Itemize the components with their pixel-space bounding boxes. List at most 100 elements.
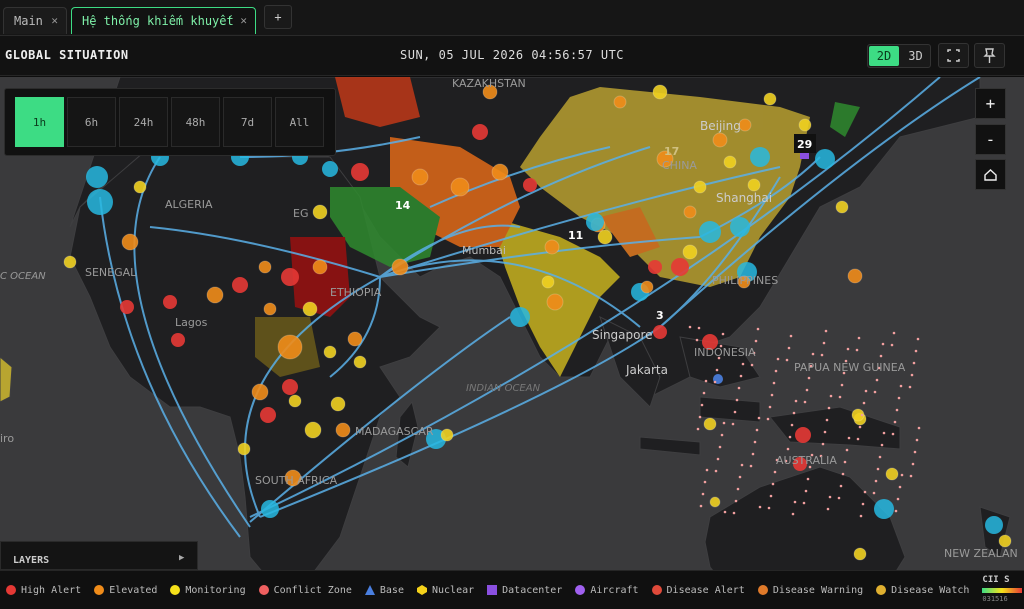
view-3d[interactable]: 3D xyxy=(908,49,923,63)
event-marker xyxy=(120,300,134,314)
event-marker xyxy=(347,331,363,347)
tab-bar: Main ✕ Hệ thống khiếm khuyết ✕ + xyxy=(0,0,1024,36)
event-marker xyxy=(795,427,811,443)
new-tab-button[interactable]: + xyxy=(264,5,292,29)
tab[interactable]: Hệ thống khiếm khuyết ✕ xyxy=(71,7,256,34)
cluster-count: 17 xyxy=(664,145,679,158)
disease-marker xyxy=(754,339,758,343)
disease-marker xyxy=(750,363,754,367)
tab[interactable]: Main ✕ xyxy=(3,7,67,34)
event-marker xyxy=(450,177,470,197)
pin-button[interactable] xyxy=(974,43,1005,68)
event-marker xyxy=(703,417,717,431)
view-2d[interactable]: 2D xyxy=(869,46,899,66)
map-label: Mumbai xyxy=(462,244,506,257)
disease-marker xyxy=(908,385,912,389)
event-marker xyxy=(411,168,429,186)
close-icon[interactable]: ✕ xyxy=(240,14,247,27)
disease-marker xyxy=(873,390,877,394)
event-marker xyxy=(730,217,750,237)
event-marker xyxy=(835,200,849,214)
disease-marker xyxy=(731,422,735,426)
event-marker xyxy=(544,239,560,255)
legend-label: Monitoring xyxy=(185,584,246,596)
disease-marker xyxy=(890,343,894,347)
event-marker xyxy=(440,428,454,442)
time-filter[interactable]: 6h xyxy=(67,97,116,147)
disease-marker xyxy=(880,443,884,447)
legend-item: Disease Warning xyxy=(757,585,863,596)
disease-marker xyxy=(844,359,848,363)
fullscreen-button[interactable] xyxy=(938,43,969,68)
event-marker xyxy=(353,355,367,369)
header-title: GLOBAL SITUATION xyxy=(5,48,129,62)
event-marker xyxy=(335,422,351,438)
time-filter[interactable]: 24h xyxy=(119,97,168,147)
map-label: iro xyxy=(0,432,14,445)
zoom-in[interactable]: + xyxy=(975,88,1006,119)
legend-label: High Alert xyxy=(21,584,82,596)
disease-marker xyxy=(774,369,778,373)
time-filter[interactable]: 48h xyxy=(171,97,220,147)
event-marker xyxy=(702,334,718,350)
event-marker xyxy=(281,268,299,286)
legend-label: Disease Watch xyxy=(891,584,970,596)
legend-icon xyxy=(364,585,375,595)
map-label: NEW ZEALAN xyxy=(944,547,1018,560)
flight-arc xyxy=(99,196,241,538)
tab-label: Main xyxy=(14,14,43,28)
disease-marker xyxy=(839,484,843,488)
disease-marker xyxy=(735,398,739,402)
flight-arc xyxy=(429,146,611,208)
event-marker xyxy=(133,180,147,194)
disease-marker xyxy=(792,411,796,415)
fullscreen-icon xyxy=(947,49,960,62)
disease-marker xyxy=(702,391,706,395)
disease-marker xyxy=(808,465,812,469)
time-filter[interactable]: 7d xyxy=(223,97,272,147)
event-marker xyxy=(426,429,446,449)
layers-panel[interactable]: LAYERS ▶ xyxy=(0,541,198,570)
disease-marker xyxy=(718,445,722,449)
disease-marker xyxy=(824,329,828,333)
disease-marker xyxy=(859,514,863,518)
time-filter[interactable]: All xyxy=(275,97,324,147)
disease-marker xyxy=(855,348,859,352)
legend-label: Nuclear xyxy=(431,584,475,596)
disease-marker xyxy=(720,433,724,437)
expand-icon[interactable]: ▶ xyxy=(179,553,185,563)
disease-marker xyxy=(821,442,825,446)
cluster-badge[interactable] xyxy=(794,134,816,153)
legend-icon xyxy=(575,585,586,595)
disease-marker xyxy=(768,405,772,409)
disease-marker xyxy=(820,353,824,357)
map-label: SENEGAL xyxy=(85,266,137,279)
event-marker xyxy=(747,178,761,192)
disease-marker xyxy=(739,374,743,378)
event-marker xyxy=(282,379,298,395)
disease-marker xyxy=(881,342,885,346)
time-filter[interactable]: 1h xyxy=(15,97,64,147)
disease-marker xyxy=(823,430,827,434)
close-icon[interactable]: ✕ xyxy=(51,14,58,27)
disease-marker xyxy=(893,420,897,424)
layers-title: LAYERS xyxy=(13,555,50,566)
legend-icon xyxy=(487,585,498,595)
map[interactable]: KAZAKHSTAN ALGERIA EG C OCEAN SENEGAL La… xyxy=(0,77,1024,570)
event-marker xyxy=(86,166,108,188)
disease-marker xyxy=(822,341,826,345)
disease-marker xyxy=(842,371,846,375)
disease-marker xyxy=(802,501,806,505)
legend-label: Aircraft xyxy=(590,584,639,596)
event-marker xyxy=(63,255,77,269)
cii-title: CII S xyxy=(982,575,1010,585)
disease-marker xyxy=(704,379,708,383)
event-marker xyxy=(671,258,689,276)
event-marker xyxy=(640,280,654,294)
zoom-out[interactable]: - xyxy=(975,124,1006,155)
map-label: Jakarta xyxy=(625,363,668,377)
home-button[interactable] xyxy=(975,159,1006,190)
event-marker xyxy=(793,457,807,471)
disease-marker xyxy=(733,410,737,414)
disease-marker xyxy=(843,460,847,464)
